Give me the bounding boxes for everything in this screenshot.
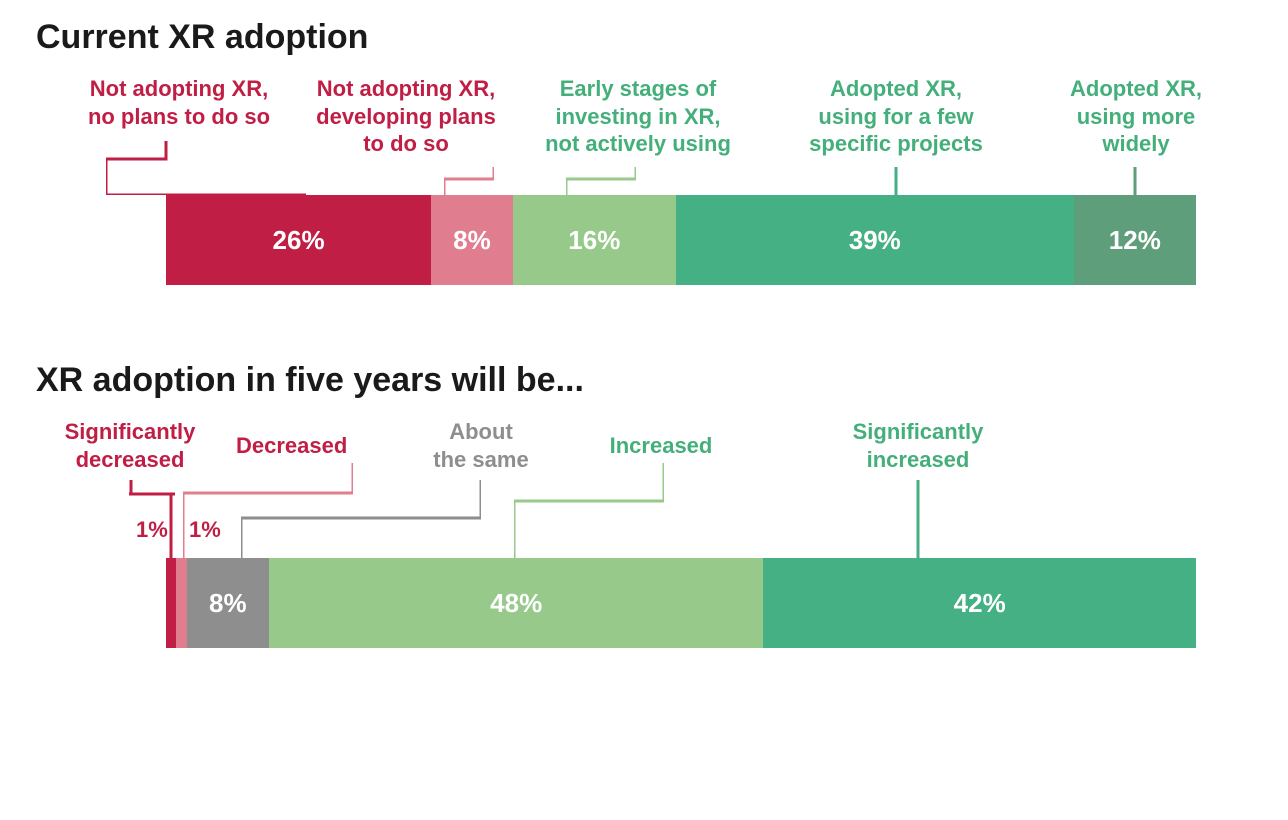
chart1-label-2: Early stages of investing in XR, not act… [528, 75, 748, 158]
chart1-seg-1: 8% [431, 195, 513, 285]
chart1-callout-0 [106, 141, 306, 195]
chart1-labels: Not adopting XR, no plans to do so Not a… [36, 75, 1252, 195]
chart2-value-external-0: 1% [136, 518, 168, 542]
chart1-seg-3: 39% [676, 195, 1074, 285]
chart1: Not adopting XR, no plans to do so Not a… [36, 75, 1252, 285]
chart2-label-1: Decreased [236, 432, 366, 460]
chart2-value-external-1: 1% [189, 518, 221, 542]
chart2-seg-4: 42% [763, 558, 1196, 648]
chart2-seg-3: 48% [269, 558, 763, 648]
chart2-seg-1 [176, 558, 186, 648]
chart2-callout-3 [514, 463, 664, 558]
chart2-callout-2 [241, 480, 481, 558]
chart2-label-0: Significantly decreased [40, 418, 220, 473]
chart2-seg-2: 8% [187, 558, 269, 648]
chart2-bar: 8% 48% 42% [166, 558, 1196, 648]
chart1-callout-1 [444, 167, 494, 195]
chart1-callout-2 [566, 167, 636, 195]
chart2-label-4: Significantly increased [828, 418, 1008, 473]
chart2-label-3: Increased [591, 432, 731, 460]
chart2-callout-4 [916, 480, 920, 558]
chart1-label-3: Adopted XR, using for a few specific pro… [786, 75, 1006, 158]
chart1-bar: 26% 8% 16% 39% 12% [166, 195, 1196, 285]
chart2-callout-1 [183, 463, 353, 558]
chart1-title: Current XR adoption [36, 18, 1252, 57]
chart2: Significantly decreased Decreased About … [36, 418, 1252, 648]
chart2-label-2: About the same [416, 418, 546, 473]
chart2-title: XR adoption in five years will be... [36, 361, 1252, 400]
chart1-callout-3 [894, 167, 898, 195]
chart1-label-0: Not adopting XR, no plans to do so [64, 75, 294, 130]
chart1-callout-4 [1133, 167, 1137, 195]
chart1-label-4: Adopted XR, using more widely [1046, 75, 1226, 158]
chart1-seg-0: 26% [166, 195, 431, 285]
chart2-labels: Significantly decreased Decreased About … [36, 418, 1252, 558]
chart2-seg-0 [166, 558, 176, 648]
chart1-seg-2: 16% [513, 195, 676, 285]
chart1-seg-4: 12% [1074, 195, 1196, 285]
chart1-label-1: Not adopting XR, developing plans to do … [296, 75, 516, 158]
